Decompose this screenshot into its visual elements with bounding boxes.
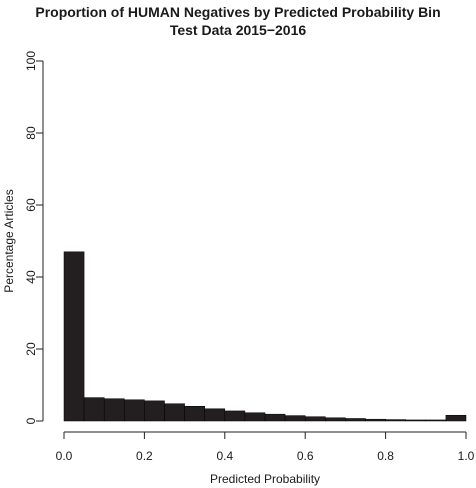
x-ticks-group: 0.0 0.2 0.4 0.6 0.8 1.0 [56, 432, 475, 463]
chart-title: Proportion of HUMAN Negatives by Predict… [35, 4, 440, 20]
histogram-bar [304, 416, 326, 422]
histogram-bar [445, 414, 467, 422]
x-tick-label: 0.0 [56, 449, 73, 463]
histogram-bar [405, 419, 427, 422]
histogram-bar [284, 415, 306, 422]
y-tick-label: 20 [24, 342, 38, 356]
y-tick-label: 0 [24, 417, 38, 424]
y-tick-label: 60 [24, 198, 38, 212]
histogram-bar [244, 412, 266, 422]
bars-group [63, 251, 467, 422]
histogram-bar [264, 413, 286, 422]
x-axis-label: Predicted Probability [210, 472, 320, 486]
x-tick-label: 0.4 [216, 449, 233, 463]
histogram-bar [103, 398, 125, 422]
histogram-bar [224, 410, 246, 422]
y-axis-label: Percentage Articles [2, 189, 16, 292]
x-tick-label: 0.2 [136, 449, 153, 463]
histogram-bar [345, 418, 366, 422]
histogram-bar [385, 419, 406, 422]
histogram-bar [425, 419, 447, 422]
histogram-bar [63, 251, 85, 422]
y-tick-label: 40 [24, 270, 38, 284]
histogram-bar [144, 400, 165, 422]
histogram-bar [204, 408, 226, 422]
y-tick-label: 100 [24, 51, 38, 71]
histogram-bar [184, 405, 205, 422]
x-tick-label: 0.8 [377, 449, 394, 463]
y-tick-label: 80 [24, 126, 38, 140]
histogram-bar [325, 417, 346, 422]
histogram-bar [124, 399, 145, 422]
histogram-bar [164, 403, 185, 422]
x-tick-label: 0.6 [297, 449, 314, 463]
histogram-bar [365, 418, 386, 422]
y-ticks-group: 0 20 40 60 80 100 [24, 51, 43, 424]
histogram-bar [83, 397, 105, 422]
chart-subtitle: Test Data 2015−2016 [170, 22, 307, 38]
x-tick-label: 1.0 [458, 449, 475, 463]
